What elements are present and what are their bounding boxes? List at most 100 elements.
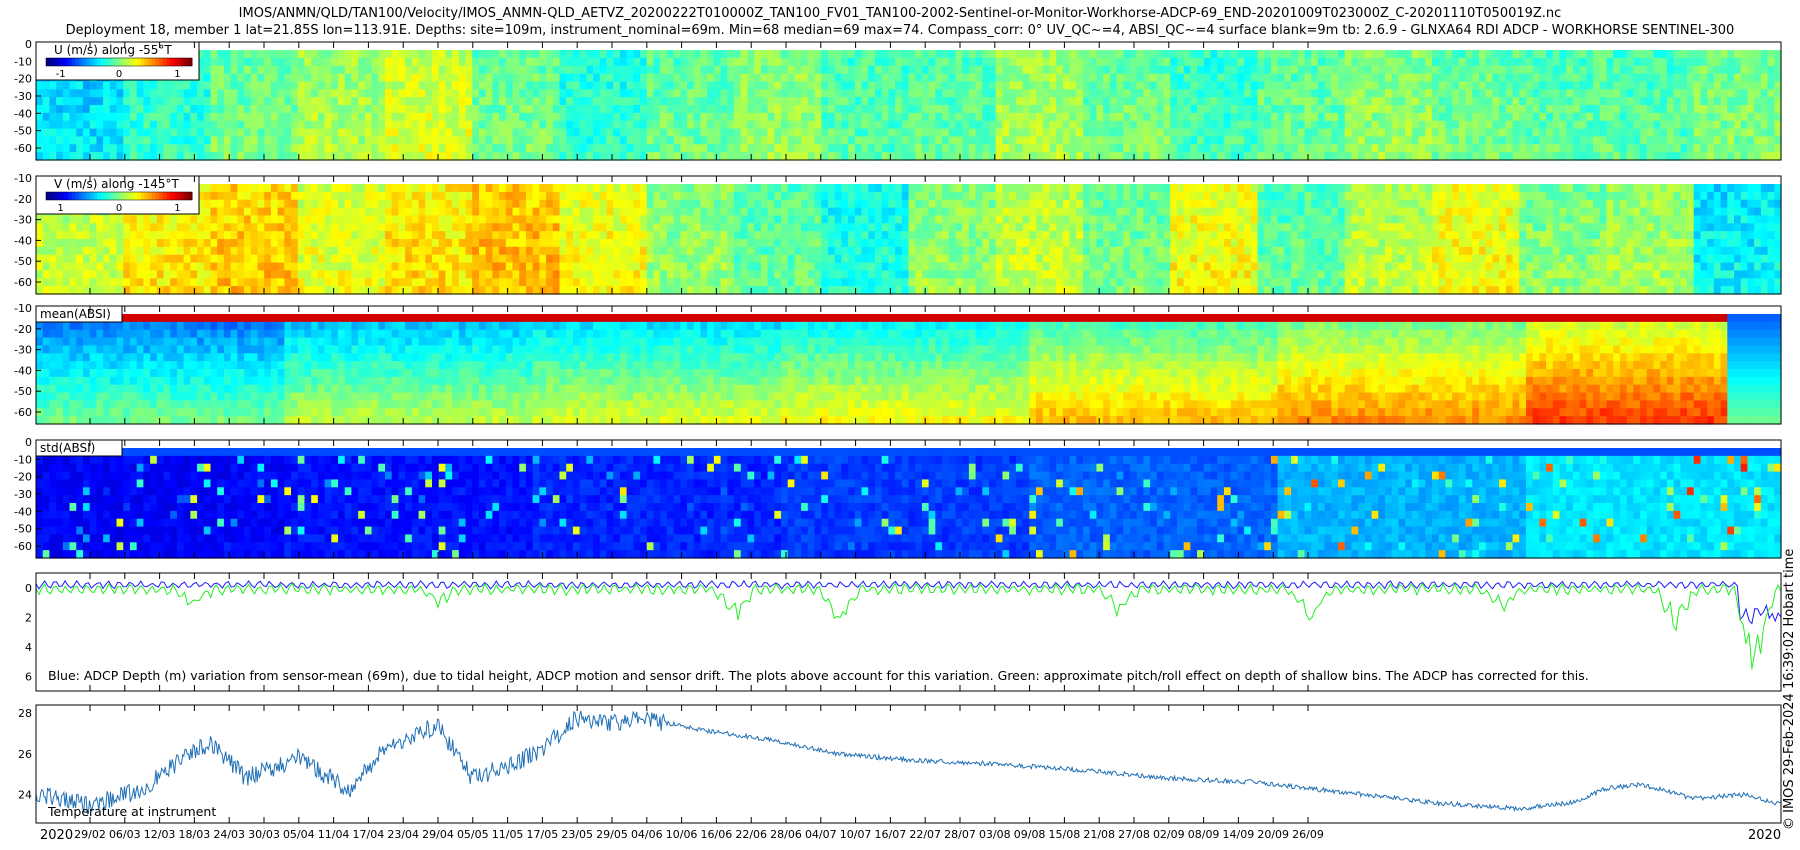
u-cell xyxy=(1472,120,1480,130)
u-colorbar-segment xyxy=(97,58,102,66)
v-cell xyxy=(76,246,84,256)
v-cell xyxy=(646,239,655,248)
v-cell xyxy=(223,199,232,209)
u-cell xyxy=(1143,120,1151,130)
u-cell xyxy=(1619,105,1628,114)
u-cell xyxy=(1552,50,1561,59)
v-cell xyxy=(136,223,144,232)
u-cell xyxy=(874,89,883,98)
u-cell xyxy=(1083,112,1091,122)
u-cell xyxy=(1042,136,1051,145)
v-cell xyxy=(49,239,57,248)
u-cell xyxy=(1029,112,1037,122)
v-cell xyxy=(264,199,272,209)
v-cell xyxy=(244,278,252,287)
u-cell xyxy=(244,105,252,114)
u-cell xyxy=(1499,136,1507,145)
u-cell xyxy=(814,136,822,145)
u-cell xyxy=(921,57,930,67)
u-cell xyxy=(163,144,171,153)
u-cell xyxy=(968,144,977,153)
u-cell xyxy=(499,128,507,138)
u-cell xyxy=(62,144,71,153)
u-cell xyxy=(1438,81,1447,90)
u-cell xyxy=(1398,89,1406,98)
v-cell xyxy=(317,231,326,240)
v-cell xyxy=(304,262,312,272)
u-cell xyxy=(143,105,151,114)
u-cell xyxy=(955,105,963,114)
u-cell xyxy=(962,144,970,153)
u-cell xyxy=(519,73,527,83)
u-cell xyxy=(928,73,936,83)
u-cell xyxy=(861,128,869,138)
u-cell xyxy=(532,112,540,122)
u-cell xyxy=(546,128,554,138)
v-cell xyxy=(156,215,165,224)
u-colorbar-tick: 0 xyxy=(116,69,122,80)
v-cell xyxy=(566,286,574,295)
v-cell xyxy=(69,239,77,248)
u-cell xyxy=(1244,97,1252,106)
v-cell xyxy=(109,215,118,224)
u-cell xyxy=(1217,73,1225,83)
u-cell xyxy=(915,120,923,130)
v-cell xyxy=(311,191,319,201)
u-cell xyxy=(1505,65,1514,75)
u-cell xyxy=(1351,97,1359,106)
u-cell xyxy=(42,152,51,161)
u-cell xyxy=(1472,65,1480,75)
v-cell xyxy=(183,246,191,256)
u-cell xyxy=(391,73,400,83)
u-cell xyxy=(1398,81,1406,90)
v-cell xyxy=(532,215,540,224)
u-cell xyxy=(1015,65,1024,75)
u-cell xyxy=(821,144,829,153)
v-cell xyxy=(405,286,413,295)
v-cell xyxy=(324,239,332,248)
u-cell xyxy=(1123,73,1131,83)
u-cell xyxy=(935,81,943,90)
u-cell xyxy=(921,105,930,114)
v-cell xyxy=(217,286,225,295)
u-cell xyxy=(1418,152,1426,161)
u-cell xyxy=(1364,112,1373,122)
u-cell xyxy=(1747,120,1755,130)
u-cell xyxy=(1774,97,1782,106)
u-cell xyxy=(895,57,903,67)
u-cell xyxy=(405,120,413,130)
u-cell xyxy=(1760,65,1769,75)
v-cell xyxy=(203,207,212,217)
v-cell xyxy=(646,191,655,201)
u-cell xyxy=(640,144,648,153)
v-cell xyxy=(237,270,245,279)
u-cell xyxy=(1210,128,1218,138)
u-cell xyxy=(1760,57,1769,67)
u-cell xyxy=(1405,105,1413,114)
v-cell xyxy=(96,278,104,287)
u-cell xyxy=(297,81,306,90)
v-cell xyxy=(123,286,131,295)
u-cell xyxy=(1734,73,1742,83)
u-cell xyxy=(1009,89,1017,98)
u-cell xyxy=(358,120,366,130)
v-cell xyxy=(606,184,614,193)
u-cell xyxy=(311,136,319,145)
v-cell xyxy=(458,184,467,193)
u-cell xyxy=(250,65,259,75)
u-cell xyxy=(908,89,916,98)
v-cell xyxy=(653,215,661,224)
figure-title-line1: IMOS/ANMN/QLD/TAN100/Velocity/IMOS_ANMN-… xyxy=(238,6,1562,21)
v-cell xyxy=(505,207,514,217)
u-cell xyxy=(89,105,98,114)
u-cell xyxy=(465,57,473,67)
u-cell xyxy=(1203,105,1212,114)
v-cell xyxy=(217,246,225,256)
v-cell xyxy=(96,223,104,232)
v-cell xyxy=(176,286,185,295)
u-cell xyxy=(109,112,118,122)
u-cell xyxy=(633,144,641,153)
u-cell xyxy=(827,50,836,59)
u-cell xyxy=(982,50,990,59)
v-cell xyxy=(619,191,628,201)
